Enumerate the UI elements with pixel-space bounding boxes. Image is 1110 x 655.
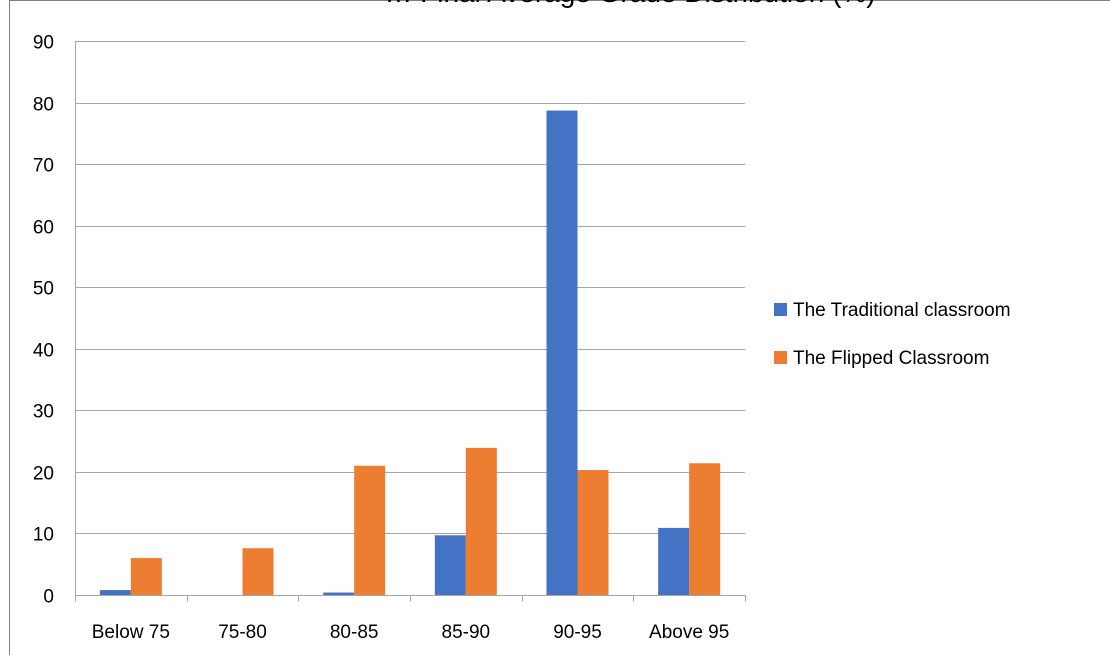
x-tick-label: 75-80 [218, 622, 267, 643]
x-tick-label: Above 95 [649, 622, 729, 643]
chart-title: … Final Average Grade Distribution (%) [384, 0, 875, 8]
y-tick-label: 80 [33, 95, 54, 116]
bar-flipped-5 [689, 463, 721, 595]
chart-border [9, 0, 1110, 655]
y-axis-tick-labels: 0 10 20 30 40 50 60 70 80 90 [33, 33, 54, 608]
x-axis [75, 41, 746, 602]
y-tick-label: 20 [33, 464, 54, 485]
legend: The Traditional classroom The Flipped Cla… [774, 300, 1011, 369]
y-tick-label: 0 [43, 587, 54, 608]
bar-traditional-3 [434, 535, 466, 595]
x-tick-label: Below 75 [92, 622, 170, 643]
bar-flipped-3 [465, 447, 497, 595]
x-axis-tick-labels: Below 75 75-80 80-85 85-90 90-95 Above 95 [92, 622, 730, 643]
y-tick-label: 40 [33, 341, 54, 362]
bar-flipped-1 [242, 548, 274, 595]
legend-label-traditional: The Traditional classroom [793, 300, 1011, 321]
bar-traditional-0 [99, 590, 131, 595]
x-tick-label: 90-95 [553, 622, 602, 643]
gridlines [75, 41, 745, 534]
bar-traditional-5 [658, 527, 690, 595]
y-tick-label: 70 [33, 156, 54, 177]
bar-flipped-4 [577, 470, 609, 595]
y-tick-label: 30 [33, 402, 54, 423]
y-tick-label: 50 [33, 279, 54, 300]
bar-traditional-4 [546, 110, 578, 596]
y-tick-label: 60 [33, 218, 54, 239]
legend-swatch-flipped [774, 351, 787, 364]
y-tick-label: 90 [33, 33, 54, 54]
y-tick-label: 10 [33, 525, 54, 546]
legend-label-flipped: The Flipped Classroom [793, 348, 989, 369]
bar-flipped-0 [130, 558, 162, 595]
bar-traditional-2 [323, 592, 355, 595]
chart-title-group: … Final Average Grade Distribution (%) [384, 0, 875, 8]
x-tick-label: 80-85 [330, 622, 379, 643]
bars [99, 110, 721, 596]
x-tick-label: 85-90 [442, 622, 491, 643]
bar-flipped-2 [354, 465, 386, 595]
legend-swatch-traditional [774, 303, 787, 316]
